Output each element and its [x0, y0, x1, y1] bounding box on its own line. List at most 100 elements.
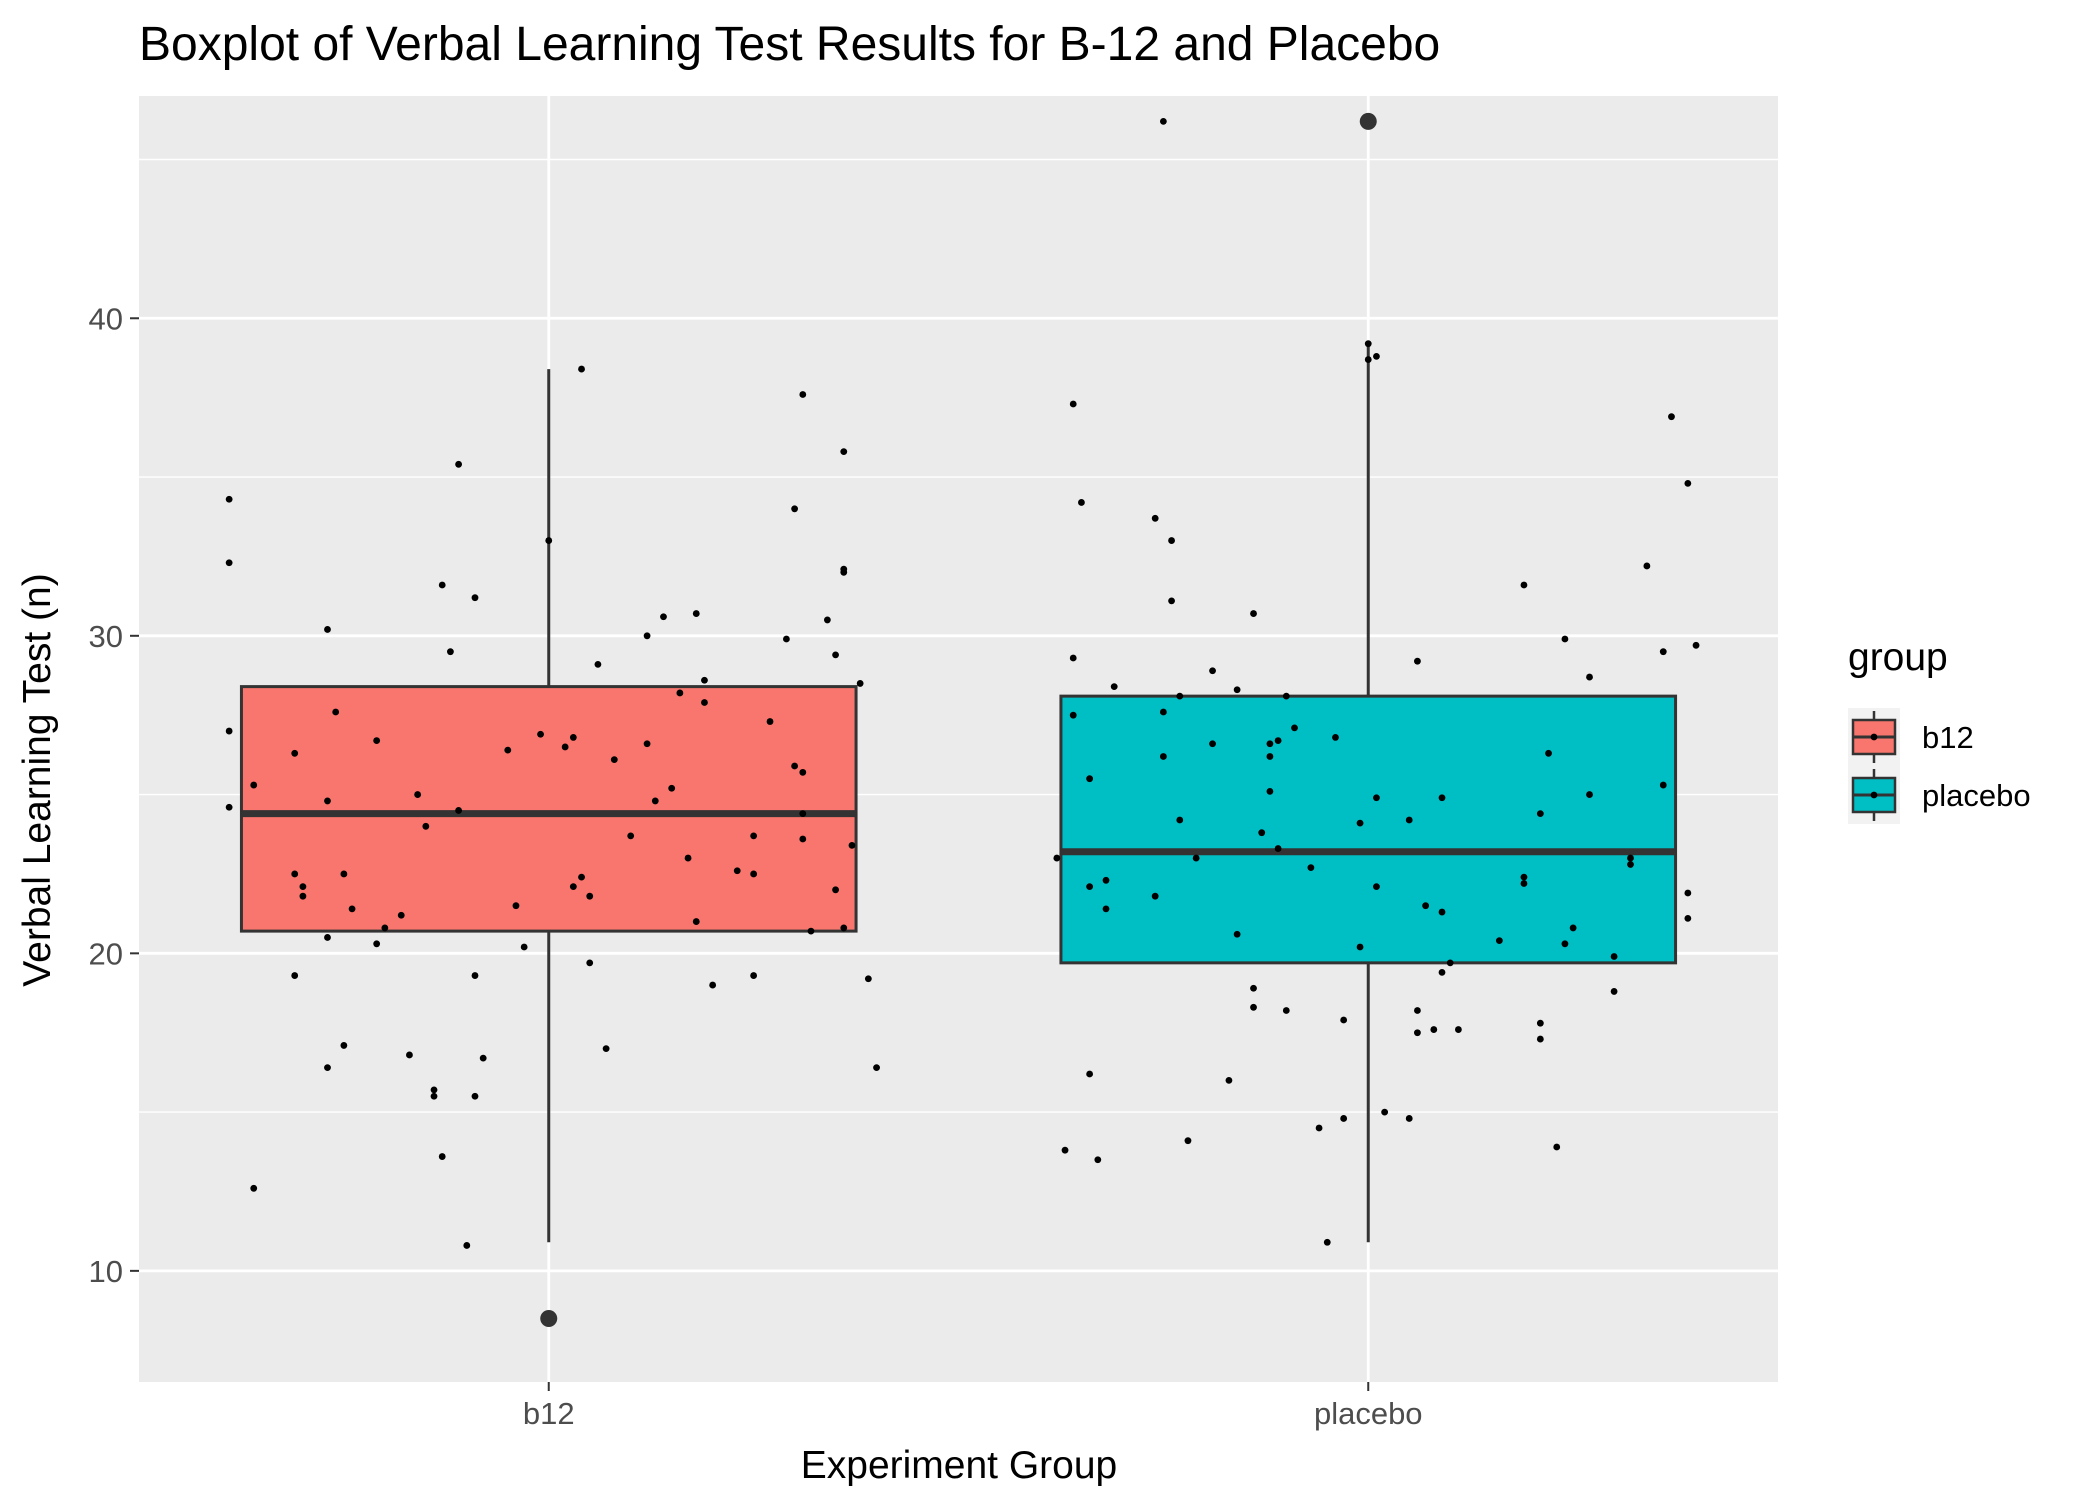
data-point — [701, 699, 708, 706]
data-point — [783, 635, 790, 643]
data-point — [569, 734, 577, 741]
data-point — [578, 365, 585, 373]
data-point — [791, 762, 798, 770]
data-point — [594, 660, 602, 668]
data-point — [643, 632, 651, 640]
legend: group b12 placebo — [1848, 636, 2031, 824]
data-point — [1643, 562, 1651, 570]
box-placebo — [1059, 694, 1678, 965]
data-point — [750, 870, 758, 878]
data-point — [569, 883, 577, 891]
data-point — [856, 680, 864, 687]
data-point — [1364, 340, 1372, 348]
data-point — [1454, 1026, 1462, 1033]
data-point — [643, 740, 651, 748]
y-axis: 10 20 30 40 — [89, 301, 139, 1289]
data-point — [807, 927, 815, 935]
data-point — [545, 537, 553, 544]
data-point — [1102, 905, 1110, 913]
x-tick-label: placebo — [1314, 1396, 1423, 1431]
data-point — [512, 902, 520, 910]
data-point — [1405, 816, 1413, 824]
box-b12 — [239, 685, 858, 933]
data-point — [471, 1092, 479, 1100]
data-point — [1159, 753, 1167, 760]
data-point — [1233, 930, 1241, 938]
data-point — [676, 689, 684, 697]
y-tick-label: 40 — [89, 301, 123, 336]
data-point — [471, 972, 479, 979]
data-point — [873, 1064, 880, 1072]
data-point — [1520, 873, 1528, 881]
data-point — [438, 1153, 446, 1160]
data-point — [414, 791, 422, 798]
data-point — [1684, 889, 1692, 897]
y-axis-title: Verbal Learning Test (n) — [16, 573, 59, 986]
data-point — [1069, 711, 1077, 719]
data-point — [1282, 1007, 1290, 1014]
data-point — [1373, 352, 1380, 360]
y-tick-label: 10 — [89, 1254, 123, 1289]
data-point — [397, 911, 405, 919]
data-point — [1151, 514, 1159, 522]
data-point — [1569, 924, 1577, 932]
data-point — [1373, 883, 1380, 891]
data-point — [1086, 883, 1094, 891]
data-point — [1414, 1029, 1421, 1037]
data-point — [520, 943, 528, 951]
data-point — [1176, 816, 1184, 824]
data-point — [291, 972, 299, 979]
data-point — [291, 749, 299, 757]
data-point — [840, 568, 848, 576]
data-point — [225, 727, 233, 735]
data-point — [1414, 657, 1421, 665]
data-point — [1192, 854, 1200, 862]
data-point — [324, 1064, 331, 1072]
y-tick-label: 20 — [89, 936, 123, 971]
data-point — [1225, 1076, 1233, 1084]
data-point — [340, 870, 348, 878]
data-point — [1684, 479, 1692, 487]
data-point — [1446, 959, 1454, 967]
data-point — [692, 610, 700, 617]
data-point — [1659, 781, 1667, 789]
data-point — [324, 934, 331, 941]
data-point — [1250, 610, 1257, 617]
data-point — [1168, 597, 1175, 605]
x-axis-title: Experiment Group — [801, 1444, 1117, 1487]
data-point — [1610, 988, 1618, 995]
data-point — [799, 810, 807, 818]
data-point — [1438, 968, 1446, 976]
data-point — [840, 448, 848, 456]
data-point — [602, 1045, 610, 1052]
data-point — [1209, 667, 1216, 675]
data-point — [1094, 1156, 1102, 1164]
data-point — [1168, 537, 1175, 544]
data-point — [1373, 794, 1380, 802]
data-point — [823, 616, 831, 624]
data-point — [1053, 854, 1061, 862]
data-point — [291, 870, 299, 878]
data-point — [1332, 734, 1339, 741]
data-point — [1561, 635, 1569, 643]
data-point — [1381, 1108, 1389, 1116]
data-point — [1553, 1143, 1561, 1151]
data-point — [1151, 892, 1159, 900]
data-point — [1061, 1146, 1069, 1154]
data-point — [1069, 654, 1077, 662]
data-point — [504, 746, 512, 754]
outlier-point — [1359, 112, 1377, 130]
data-point — [1422, 902, 1430, 910]
data-point — [1340, 1016, 1348, 1024]
data-point — [668, 784, 676, 792]
data-point — [832, 886, 839, 894]
data-point — [1266, 787, 1274, 795]
data-point — [1233, 686, 1241, 694]
data-point — [430, 1092, 438, 1100]
data-point — [1405, 1115, 1413, 1122]
data-point — [455, 807, 463, 814]
data-point — [1414, 1007, 1421, 1014]
data-point — [324, 626, 331, 633]
data-point — [692, 918, 700, 925]
